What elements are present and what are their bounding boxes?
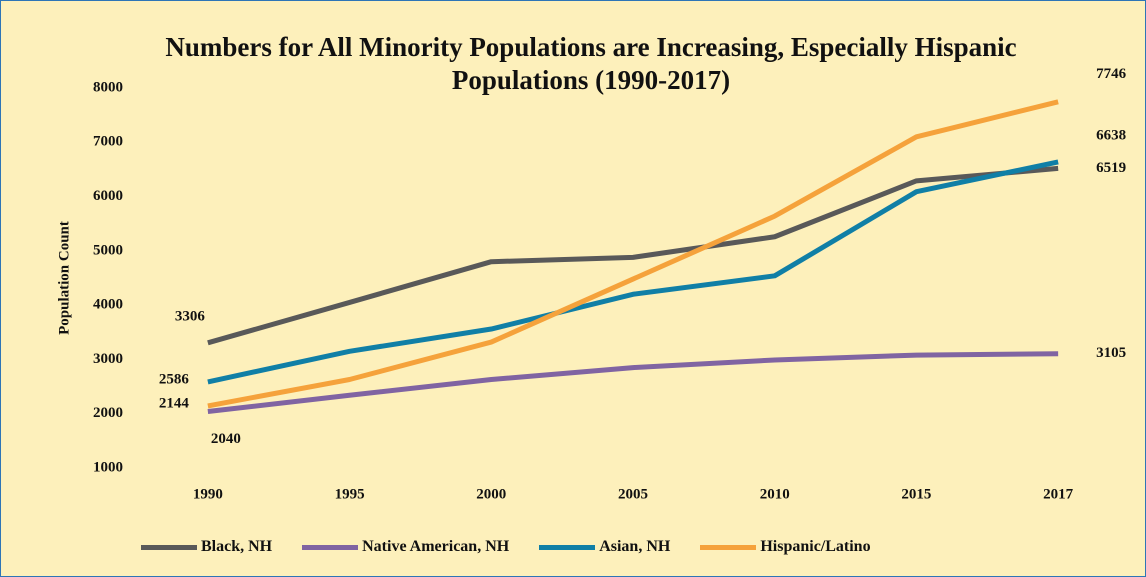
data-label: 2040 [211,431,241,447]
chart-title: Numbers for All Minority Populations are… [165,32,1017,95]
y-tick-label: 7000 [93,134,123,150]
x-tick-label: 2015 [901,486,931,502]
y-tick-label: 8000 [93,79,123,95]
y-tick-label: 4000 [93,297,123,313]
y-tick-label: 3000 [93,351,123,367]
x-tick-label: 2010 [760,486,790,502]
legend-label: Black, NH [201,538,273,555]
data-label: 3105 [1096,345,1126,361]
x-tick-label: 1995 [335,486,365,502]
data-label: 7746 [1096,66,1127,82]
data-label: 2586 [159,371,190,387]
series-line [207,165,1059,346]
legend-item: Hispanic/Latino [700,538,871,556]
y-tick-label: 5000 [93,242,123,258]
legend-swatch [302,544,359,550]
legend-item: Black, NH [141,538,272,556]
y-tick-label: 2000 [93,405,123,421]
series-line [207,159,1059,385]
data-label: 2144 [159,395,190,411]
legend-label: Native American, NH [362,538,510,555]
series-line [207,99,1059,409]
legend-item: Native American, NH [302,538,509,556]
x-tick-label: 2000 [476,486,506,502]
series-line [207,351,1059,415]
legend-label: Asian, NH [599,538,671,555]
data-label: 6519 [1096,160,1126,176]
x-tick-label: 2005 [618,486,648,502]
y-tick-label: 1000 [93,459,123,475]
x-tick-label: 1990 [193,486,223,502]
legend-label: Hispanic/Latino [760,538,871,555]
y-tick-label: 6000 [93,188,123,204]
legend-swatch [141,544,197,550]
x-tick-label: 2017 [1043,486,1074,502]
data-label: 3306 [175,308,206,324]
legend: Black, NH Native American, NH Asian, NH His… [141,538,871,556]
legend-swatch [700,544,757,550]
data-label: 6638 [1096,127,1126,143]
legend-swatch [539,544,596,550]
legend-item: Asian, NH [539,538,670,556]
y-axis-label: Population Count [56,221,72,335]
